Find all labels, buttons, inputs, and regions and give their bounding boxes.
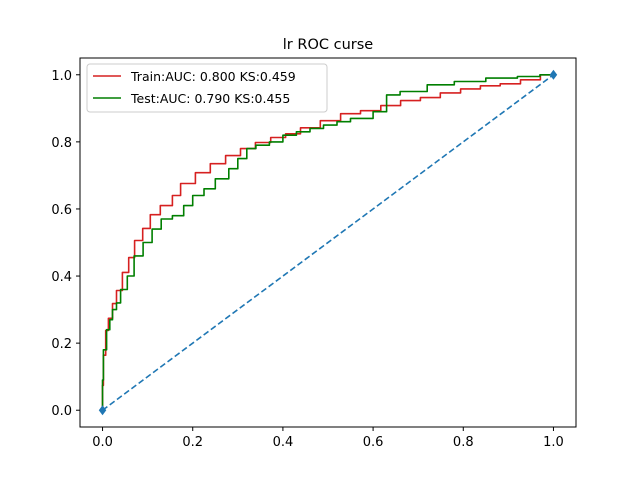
x-tick-label: 0.4 <box>273 435 294 450</box>
legend-box <box>86 63 328 113</box>
roc-line-test <box>101 74 554 411</box>
axes-frame <box>79 57 577 428</box>
x-tick-label: 0.2 <box>182 435 203 450</box>
legend: Train:AUC: 0.800 KS:0.459 Test:AUC: 0.79… <box>86 63 328 113</box>
y-tick-label: 0.6 <box>51 203 72 218</box>
y-axis: 0.0 0.2 0.4 0.6 0.8 1.0 <box>51 69 80 419</box>
x-tick-label: 0.6 <box>363 435 384 450</box>
y-tick-label: 1.0 <box>51 69 72 84</box>
y-tick-label: 0.8 <box>51 136 72 151</box>
plot-area <box>98 69 558 416</box>
x-tick-label: 1.0 <box>543 435 564 450</box>
legend-label-train: Train:AUC: 0.800 KS:0.459 <box>130 69 296 84</box>
diamond-marker <box>549 69 558 80</box>
reference-diagonal-line <box>102 74 554 411</box>
y-tick-label: 0.0 <box>51 404 72 419</box>
legend-label-test: Test:AUC: 0.790 KS:0.455 <box>130 91 290 106</box>
y-tick-label: 0.2 <box>51 337 72 352</box>
y-tick-label: 0.4 <box>51 270 72 285</box>
diamond-marker <box>98 405 107 416</box>
roc-line-train <box>101 74 554 411</box>
x-tick-label: 0.0 <box>92 435 113 450</box>
x-tick-label: 0.8 <box>453 435 474 450</box>
chart-title: lr ROC curse <box>283 37 373 53</box>
x-axis: 0.0 0.2 0.4 0.6 0.8 1.0 <box>92 427 564 450</box>
